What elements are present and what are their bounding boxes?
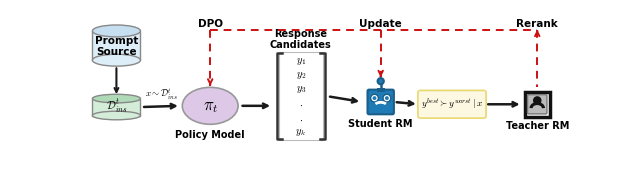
- Circle shape: [533, 96, 541, 105]
- FancyBboxPatch shape: [92, 99, 140, 115]
- Text: Update: Update: [359, 19, 402, 29]
- Ellipse shape: [92, 94, 140, 103]
- FancyBboxPatch shape: [527, 95, 547, 114]
- Circle shape: [378, 78, 384, 84]
- Ellipse shape: [92, 111, 140, 120]
- Text: DPO: DPO: [198, 19, 223, 29]
- Text: $\mathcal{D}^t_{ins}$: $\mathcal{D}^t_{ins}$: [106, 98, 127, 116]
- Text: $y_3$: $y_3$: [296, 84, 306, 95]
- Circle shape: [372, 96, 376, 100]
- Text: $y^{best} \succ y^{worst} \mid x$: $y^{best} \succ y^{worst} \mid x$: [420, 97, 483, 112]
- FancyBboxPatch shape: [418, 90, 486, 118]
- Text: Student RM: Student RM: [348, 119, 413, 129]
- Text: $y_k$: $y_k$: [296, 127, 307, 138]
- Text: $y_1$: $y_1$: [296, 56, 306, 67]
- Circle shape: [385, 96, 389, 100]
- Text: Rerank: Rerank: [516, 19, 558, 29]
- Text: $x \sim \mathcal{D}^t_{ins}$: $x \sim \mathcal{D}^t_{ins}$: [145, 87, 178, 102]
- FancyBboxPatch shape: [367, 90, 394, 114]
- Text: Teacher RM: Teacher RM: [506, 121, 569, 131]
- Text: Response
Candidates: Response Candidates: [270, 29, 332, 50]
- Ellipse shape: [92, 54, 140, 66]
- Circle shape: [383, 94, 391, 102]
- Text: Prompt
Source: Prompt Source: [95, 36, 138, 57]
- Text: Policy Model: Policy Model: [175, 130, 245, 140]
- Text: $\cdot$: $\cdot$: [299, 114, 303, 123]
- FancyBboxPatch shape: [377, 88, 385, 92]
- Ellipse shape: [92, 25, 140, 37]
- Ellipse shape: [182, 87, 238, 124]
- FancyBboxPatch shape: [279, 52, 323, 140]
- Text: $\pi_t$: $\pi_t$: [202, 97, 218, 115]
- Text: $\cdot$: $\cdot$: [299, 99, 303, 109]
- Text: $y_2$: $y_2$: [296, 70, 306, 81]
- FancyBboxPatch shape: [92, 31, 140, 60]
- Circle shape: [371, 94, 378, 102]
- FancyBboxPatch shape: [525, 92, 550, 117]
